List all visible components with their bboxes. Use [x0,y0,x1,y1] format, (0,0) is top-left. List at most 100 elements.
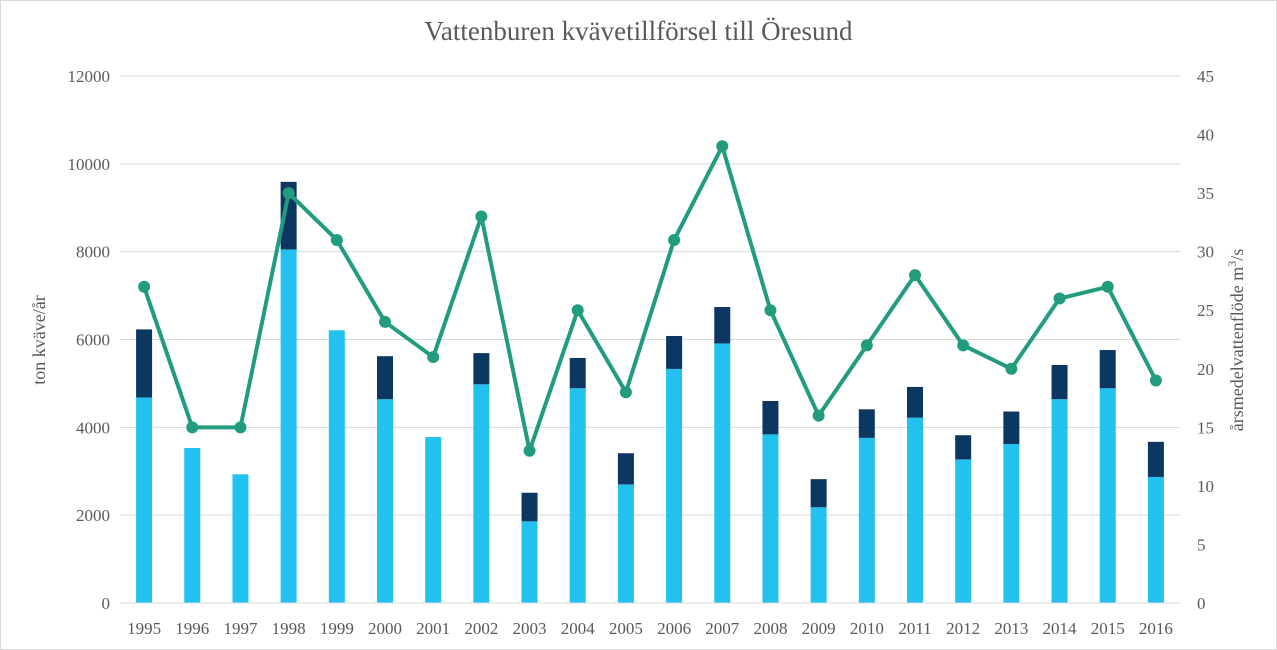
bar-segment-lower [955,459,972,603]
line-point [909,269,921,282]
bar-segment-lower [1051,399,1068,603]
line-point [668,233,681,246]
bar-segment-upper [1147,441,1164,477]
bars [136,181,1164,604]
bar-segment-lower [521,521,538,603]
y-axis-right-label-unit: /s [1227,249,1247,261]
bar-segment-lower [280,249,297,604]
x-tick-label: 2004 [561,619,596,638]
line-series [138,140,1162,457]
x-tick-label: 2010 [850,619,884,638]
line-point [1005,362,1018,375]
x-tick-label: 2013 [994,619,1028,638]
y-left-tick-label: 4000 [76,418,110,437]
line-point [716,140,729,153]
bar-segment-upper [762,400,779,435]
line-point [812,409,825,422]
y-right-tick-label: 30 [1197,243,1214,262]
bar-segment-lower [377,399,393,603]
bar-segment-lower [762,434,779,603]
bar-segment-lower [907,417,923,603]
y-right-tick-label: 10 [1197,477,1214,496]
line-point [619,386,632,399]
y-axis-right-label-main: årsmedelvattenflöde m [1227,267,1247,431]
line-point [571,304,584,317]
line-point [523,444,536,457]
line-point [957,339,970,352]
line-point [764,304,777,317]
x-tick-label: 2003 [513,619,547,638]
x-tick-label: 2001 [416,619,450,638]
y-axis-left-label: ton kväve/år [29,295,49,384]
y-right-tick-label: 15 [1197,418,1214,437]
line-point [330,233,343,246]
bar-segment-upper [955,435,972,460]
bar-segment-upper [136,329,153,398]
x-tick-label: 2009 [802,619,836,638]
x-tick-label: 2007 [705,619,740,638]
y-left-tick-label: 0 [102,594,111,613]
line-point [379,315,391,328]
x-tick-label: 2006 [657,619,691,638]
bar-segment-upper [377,356,393,400]
bar-segment-lower [184,447,201,603]
y-left-tick-label: 2000 [76,506,110,525]
bar-segment-lower [328,330,345,603]
y-right-tick-label: 5 [1197,535,1206,554]
y-left-tick-label: 6000 [76,331,110,350]
x-tick-label: 2014 [1043,619,1078,638]
bar-segment-lower [1147,476,1164,603]
x-tick-label: 2008 [753,619,787,638]
bar-segment-lower [810,507,827,603]
bar-segment-lower [232,474,249,603]
line-point [282,187,295,200]
y-axis-right-label: årsmedelvattenflöde m3/s [1225,249,1247,431]
y-right-tick-label: 0 [1197,594,1206,613]
y-left-tick-label: 8000 [76,243,110,262]
bar-segment-lower [136,397,153,603]
bar-segment-upper [858,409,875,438]
bar-segment-lower [714,343,731,603]
bar-segment-upper [473,353,490,385]
gridlines [120,75,1180,516]
bar-segment-lower [858,437,875,603]
bar-segment-upper [617,453,634,485]
bar-segment-lower [666,368,683,603]
y-right-tick-label: 20 [1197,360,1214,379]
x-tick-label: 2015 [1091,619,1125,638]
line-point [475,210,488,223]
line-point [186,421,199,434]
bar-segment-upper [1003,411,1020,445]
x-tick-label: 1995 [127,619,161,638]
bar-segment-lower [425,436,442,603]
bar-segment-upper [569,357,586,389]
line-path [142,144,1158,453]
axes: 0 2000 4000 6000 8000 10000 12000 0 5 10 15 20 25 30 3… [68,67,1215,638]
line-point [138,280,151,293]
line-point [427,351,440,364]
x-tick-label: 1996 [175,619,209,638]
line-point [1149,374,1162,387]
x-tick-label: 2012 [946,619,980,638]
bar-segment-lower [1099,388,1116,603]
bar-segment-upper [907,386,923,418]
x-tick-label: 2011 [898,619,931,638]
bar-segment-lower [569,388,586,603]
bar-segment-upper [521,492,538,522]
bar-segment-upper [1051,364,1068,400]
bar-segment-lower [1003,444,1020,603]
y-right-tick-label: 25 [1197,301,1214,320]
y-left-tick-label: 12000 [68,67,111,86]
x-tick-label: 1998 [272,619,306,638]
x-tick-label: 2002 [464,619,498,638]
bar-segment-upper [810,479,827,508]
bar-segment-upper [1099,350,1116,389]
y-left-tick-label: 10000 [68,155,111,174]
bar-segment-lower [617,484,634,603]
y-right-tick-label: 45 [1197,67,1214,86]
chart-title: Vattenburen kvävetillförsel till Öresund [424,16,853,46]
bar-segment-upper [714,307,731,344]
line-point [860,339,873,352]
y-right-tick-label: 40 [1197,126,1214,145]
